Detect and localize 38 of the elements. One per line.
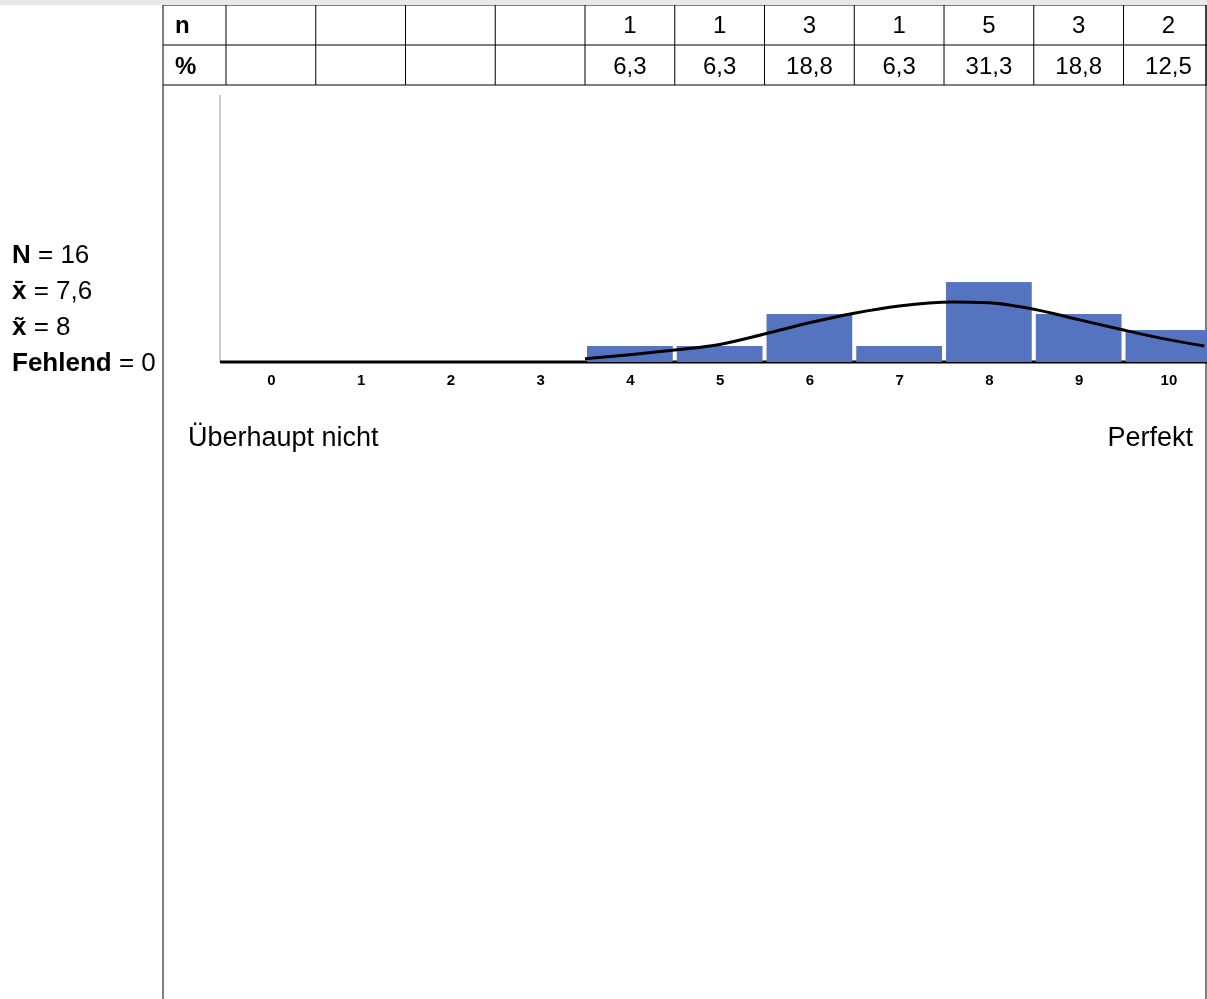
bar [946,282,1032,362]
text: 3 [1071,11,1086,38]
text: 31,3 [965,52,1013,79]
text: x̄ = 7,6 [12,275,93,305]
bar [766,314,853,362]
x-tick-label: 10 [1160,370,1178,388]
x-tick-label: 9 [1074,370,1084,388]
x-tick-label: 1 [356,370,366,388]
x-tick-label: 2 [446,370,456,388]
x-tick-label: 0 [267,370,276,388]
text: 5 [982,11,996,38]
x-tick-label: 6 [805,370,815,388]
text: 6,3 [613,52,647,79]
bar [1035,314,1122,362]
text: 6,3 [882,52,916,79]
text: 2 [1161,11,1176,38]
x-tick-label: 4 [626,370,636,388]
text: 18,8 [1055,52,1103,79]
text: x̃ = 8 [12,311,71,341]
text: 1 [712,11,727,38]
text: 1 [623,11,637,38]
bar [676,346,763,362]
text: 6,3 [702,52,737,79]
x-tick-label: 8 [985,370,994,388]
text: 3 [802,11,817,38]
text: 12,5 [1145,52,1192,79]
text: Fehlend = 0 [12,347,156,377]
text: % [175,52,197,79]
text: N = 16 [12,239,90,269]
text: Überhaupt nicht [188,422,380,452]
x-tick-label: 7 [895,370,904,388]
x-tick-label: 3 [536,370,545,388]
bar [856,346,943,362]
text: Perfekt [1107,422,1194,452]
x-tick-label: 5 [715,370,725,388]
text: 1 [892,11,906,38]
text: 18,8 [786,52,833,79]
text: n [175,11,190,38]
